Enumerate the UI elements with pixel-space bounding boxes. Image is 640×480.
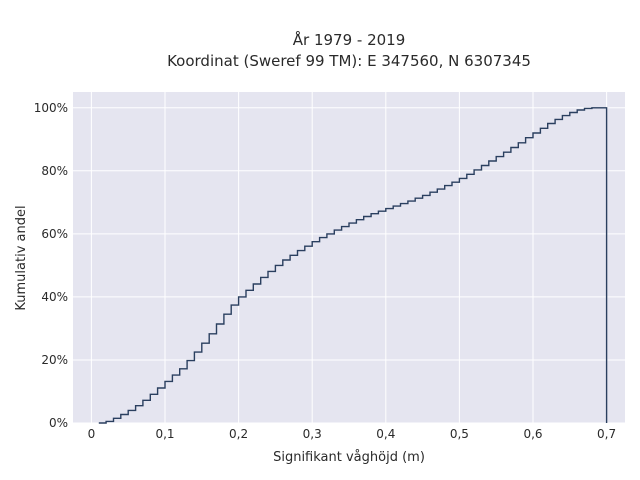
chart-title-line1: År 1979 - 2019 <box>293 30 406 49</box>
x-axis-label: Signifikant våghöjd (m) <box>273 450 425 465</box>
chart-title-line2: Koordinat (Sweref 99 TM): E 347560, N 63… <box>167 52 531 70</box>
cumulative-step-line <box>98 107 608 424</box>
y-tick-label: 100% <box>34 101 68 115</box>
x-tick-label: 0,4 <box>376 427 395 441</box>
x-tick-label: 0 <box>88 427 96 441</box>
x-tick-label: 0,3 <box>303 427 322 441</box>
y-tick-label: 80% <box>41 164 68 178</box>
y-axis-label: Kumulativ andel <box>14 205 29 310</box>
grid-lines <box>73 92 625 424</box>
y-tick-labels: 0% 20% 40% 60% 80% 100% <box>34 101 68 430</box>
x-tick-labels: 0 0,1 0,2 0,3 0,4 0,5 0,6 0,7 <box>88 427 617 441</box>
x-tick-label: 0,1 <box>155 427 174 441</box>
plot-area <box>73 92 625 423</box>
y-tick-label: 60% <box>41 227 68 241</box>
x-tick-label: 0,5 <box>450 427 469 441</box>
x-tick-label: 0,6 <box>523 427 542 441</box>
x-tick-label: 0,2 <box>229 427 248 441</box>
x-tick-label: 0,7 <box>597 427 616 441</box>
y-tick-label: 40% <box>41 290 68 304</box>
y-tick-label: 20% <box>41 353 68 367</box>
y-tick-label: 0% <box>49 416 68 430</box>
